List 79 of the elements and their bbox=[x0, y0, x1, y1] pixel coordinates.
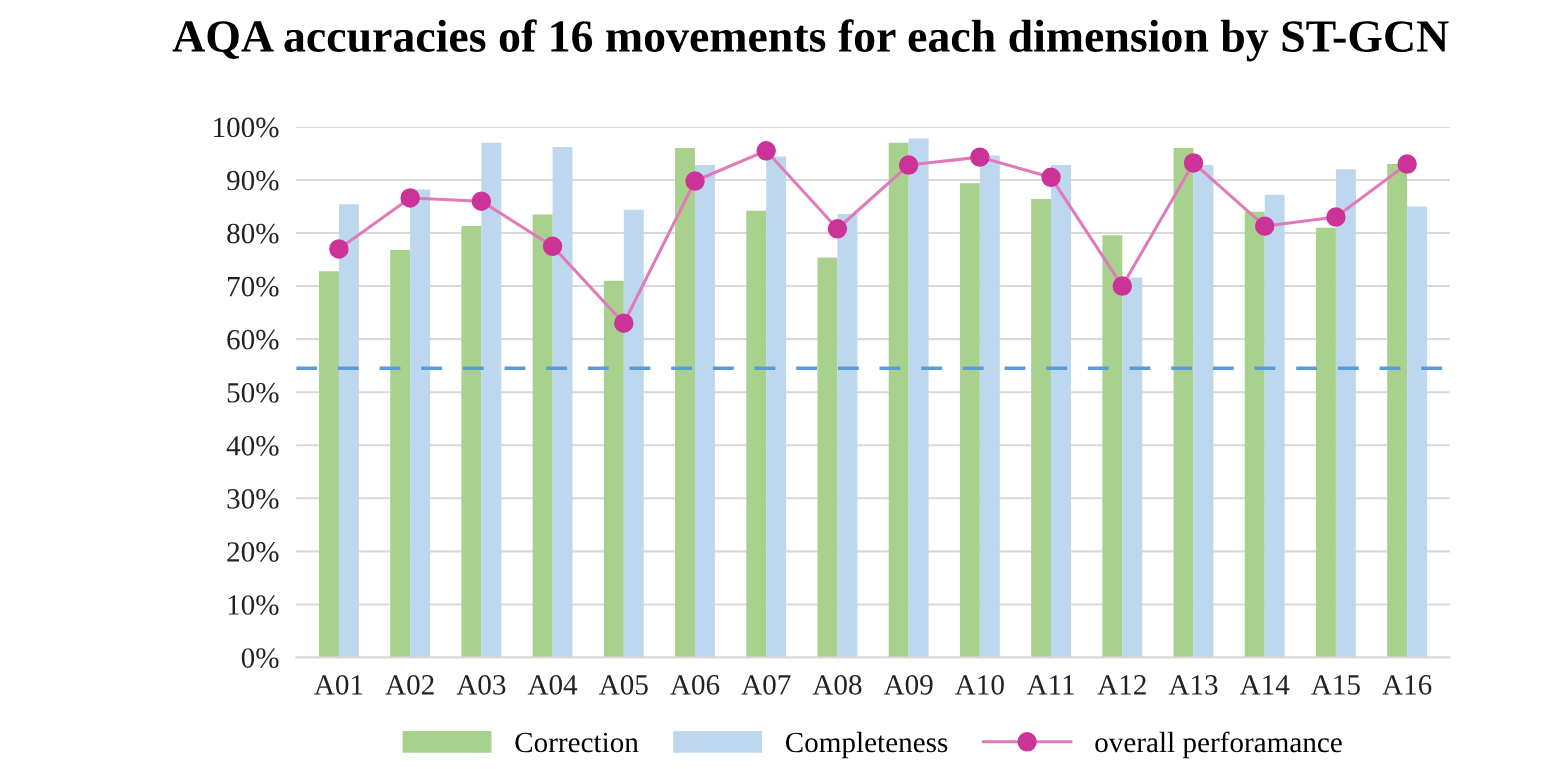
point bbox=[471, 191, 492, 211]
x-tick-label: A01 bbox=[314, 675, 363, 695]
bar bbox=[338, 204, 359, 658]
x-tick-label: A04 bbox=[527, 675, 578, 695]
chart-title: AQA accuracies of 16 movements for each dimension by ST-GCN bbox=[172, 19, 1449, 62]
x-tick-label: A08 bbox=[812, 675, 862, 695]
point bbox=[542, 236, 563, 256]
bar bbox=[603, 280, 624, 658]
y-tick-label: 100% bbox=[214, 117, 279, 138]
point bbox=[614, 313, 634, 333]
x-tick-label: A16 bbox=[1382, 675, 1432, 695]
bar bbox=[1335, 169, 1356, 658]
x-tick-label: A03 bbox=[456, 675, 506, 695]
bar bbox=[532, 214, 553, 658]
bar bbox=[1244, 211, 1265, 658]
x-tick-label: A07 bbox=[741, 675, 791, 695]
bar bbox=[817, 257, 838, 658]
x-tick-label: A14 bbox=[1239, 675, 1290, 695]
point bbox=[685, 171, 705, 191]
y-tick-label: 20% bbox=[227, 542, 279, 562]
bar bbox=[695, 165, 715, 658]
bar bbox=[410, 189, 431, 658]
point bbox=[1254, 216, 1275, 236]
bar bbox=[1102, 235, 1123, 658]
y-tick-label: 10% bbox=[228, 595, 279, 615]
x-tick-label: A10 bbox=[955, 675, 1004, 695]
bar bbox=[481, 142, 502, 658]
bar bbox=[908, 138, 929, 658]
y-tick-label: 80% bbox=[227, 223, 279, 244]
legend-label: Completeness bbox=[785, 731, 948, 759]
bar bbox=[552, 147, 573, 658]
bar bbox=[1387, 164, 1408, 658]
bar bbox=[675, 148, 696, 658]
bar bbox=[1173, 148, 1194, 658]
x-tick-label: A15 bbox=[1311, 675, 1360, 695]
x-tick-label: A06 bbox=[670, 675, 720, 695]
bar bbox=[1122, 277, 1143, 658]
bar bbox=[1407, 206, 1428, 658]
x-tick-label: A02 bbox=[385, 675, 434, 695]
bar bbox=[1031, 199, 1052, 658]
x-tick-label: A13 bbox=[1168, 675, 1218, 695]
point bbox=[1112, 276, 1133, 296]
x-tick-label: A12 bbox=[1097, 675, 1146, 695]
point bbox=[1183, 153, 1204, 173]
bar bbox=[888, 142, 909, 658]
x-tick-label: A11 bbox=[1026, 675, 1074, 695]
bar bbox=[1193, 165, 1214, 658]
bar bbox=[390, 249, 411, 658]
point bbox=[970, 147, 990, 167]
y-tick-label: 0% bbox=[241, 648, 279, 668]
bar bbox=[837, 213, 858, 658]
y-tick-label: 70% bbox=[228, 276, 279, 297]
y-tick-label: 90% bbox=[227, 170, 279, 191]
y-tick-label: 60% bbox=[227, 329, 279, 350]
bar bbox=[623, 209, 644, 658]
legend-label: overall perforamance bbox=[1095, 731, 1342, 759]
point bbox=[898, 155, 919, 175]
point bbox=[827, 219, 848, 239]
point bbox=[400, 188, 420, 208]
x-tick-label: A05 bbox=[598, 675, 648, 695]
bar bbox=[1264, 194, 1285, 658]
bar bbox=[959, 183, 980, 658]
y-tick-label: 30% bbox=[227, 489, 279, 509]
bar bbox=[1315, 227, 1336, 658]
y-tick-label: 50% bbox=[227, 382, 279, 403]
point bbox=[1041, 167, 1061, 188]
legend-label: Correction bbox=[515, 732, 639, 753]
bar bbox=[746, 210, 767, 658]
bar bbox=[979, 155, 1000, 658]
point bbox=[756, 141, 776, 161]
point bbox=[1397, 154, 1417, 174]
bar bbox=[319, 271, 339, 658]
y-tick-label: 40% bbox=[226, 435, 279, 456]
x-tick-label: A09 bbox=[883, 675, 933, 695]
point bbox=[1326, 207, 1346, 227]
bar bbox=[1051, 165, 1072, 658]
bar bbox=[461, 226, 482, 658]
point bbox=[329, 239, 349, 259]
bar bbox=[766, 156, 787, 658]
